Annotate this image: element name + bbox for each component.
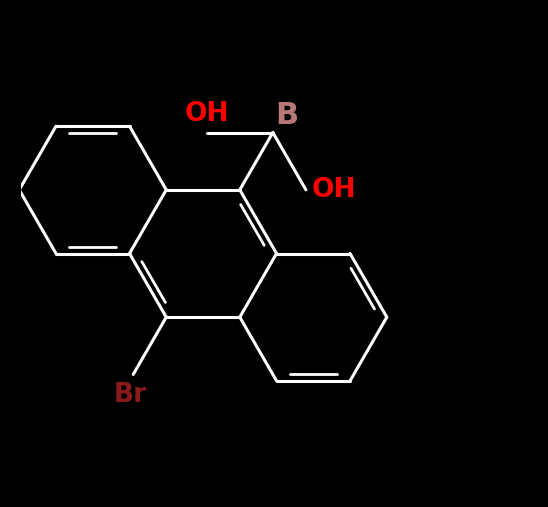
Text: OH: OH [312, 177, 357, 203]
Text: B: B [276, 101, 299, 130]
Text: Br: Br [114, 382, 147, 408]
Text: OH: OH [185, 101, 229, 127]
